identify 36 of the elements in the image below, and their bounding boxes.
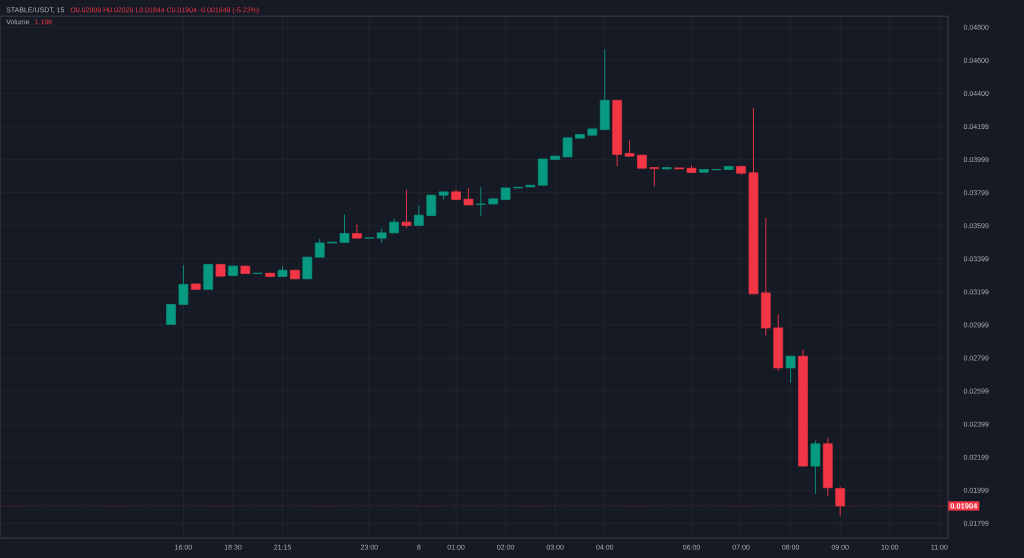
candlestick [661, 167, 672, 170]
candlestick [265, 272, 275, 277]
candlestick [414, 204, 424, 226]
candlestick [215, 264, 226, 277]
candlestick [674, 167, 684, 170]
candlestick [513, 186, 523, 189]
candlestick [240, 265, 251, 274]
candlestick [290, 269, 300, 280]
candlestick [562, 137, 573, 158]
candlestick [575, 134, 585, 139]
candlestick [401, 189, 412, 229]
candlestick [203, 264, 213, 290]
candlestick [587, 128, 598, 136]
candlestick [785, 355, 796, 384]
candlestick [302, 256, 313, 280]
candlestick [314, 238, 325, 258]
candlestick [500, 187, 511, 200]
candlestick [178, 264, 189, 305]
candlestick [228, 265, 238, 276]
candlestick [699, 169, 709, 173]
candlestick [327, 241, 337, 244]
candlestick [352, 223, 362, 239]
candlestick [190, 283, 201, 290]
candlestick [637, 154, 647, 169]
candlestick [525, 184, 536, 188]
candlestick [649, 167, 660, 187]
candlestick [488, 198, 499, 205]
candlestick [550, 155, 560, 160]
candlestick [166, 304, 176, 325]
candlestick [426, 194, 437, 216]
candlestick [723, 166, 734, 170]
candlestick [537, 158, 548, 186]
candlestick [339, 214, 350, 243]
candlestick [476, 186, 486, 217]
candlestick [810, 440, 821, 495]
candlestick [624, 140, 635, 157]
